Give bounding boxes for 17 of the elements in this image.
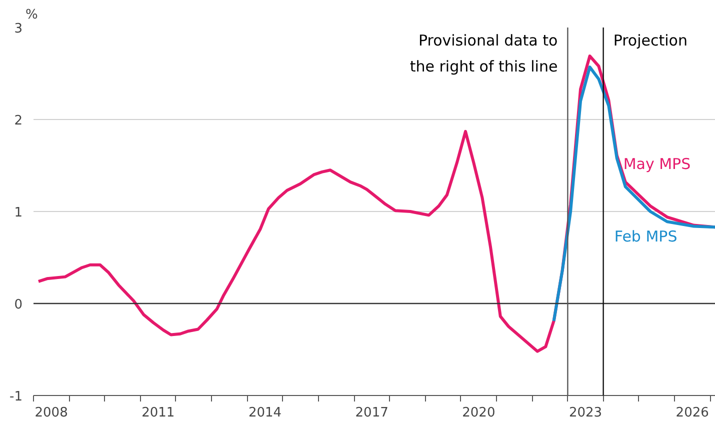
x-tick-label: 2014	[248, 406, 282, 420]
x-tick-label: 2026	[676, 406, 709, 420]
series-label: May MPS	[623, 154, 691, 173]
x-tick-label: 2008	[34, 406, 68, 420]
x-tick-label: 2020	[462, 406, 496, 420]
y-tick-label: 3	[14, 22, 23, 36]
y-axis-title: %	[26, 8, 38, 22]
series-label: Feb MPS	[614, 228, 678, 246]
y-tick-label: 0	[14, 298, 23, 312]
x-tick-label: 2023	[568, 406, 602, 420]
y-tick-label: -1	[10, 390, 23, 404]
x-tick-label: 2011	[142, 406, 175, 420]
x-tick-label: 2017	[355, 406, 388, 420]
y-tick-label: 1	[14, 206, 23, 220]
ref-line-label: Provisional data to the right of this line	[410, 32, 558, 76]
ref-line-label: Projection	[613, 32, 688, 50]
y-tick-label: 2	[14, 114, 23, 128]
